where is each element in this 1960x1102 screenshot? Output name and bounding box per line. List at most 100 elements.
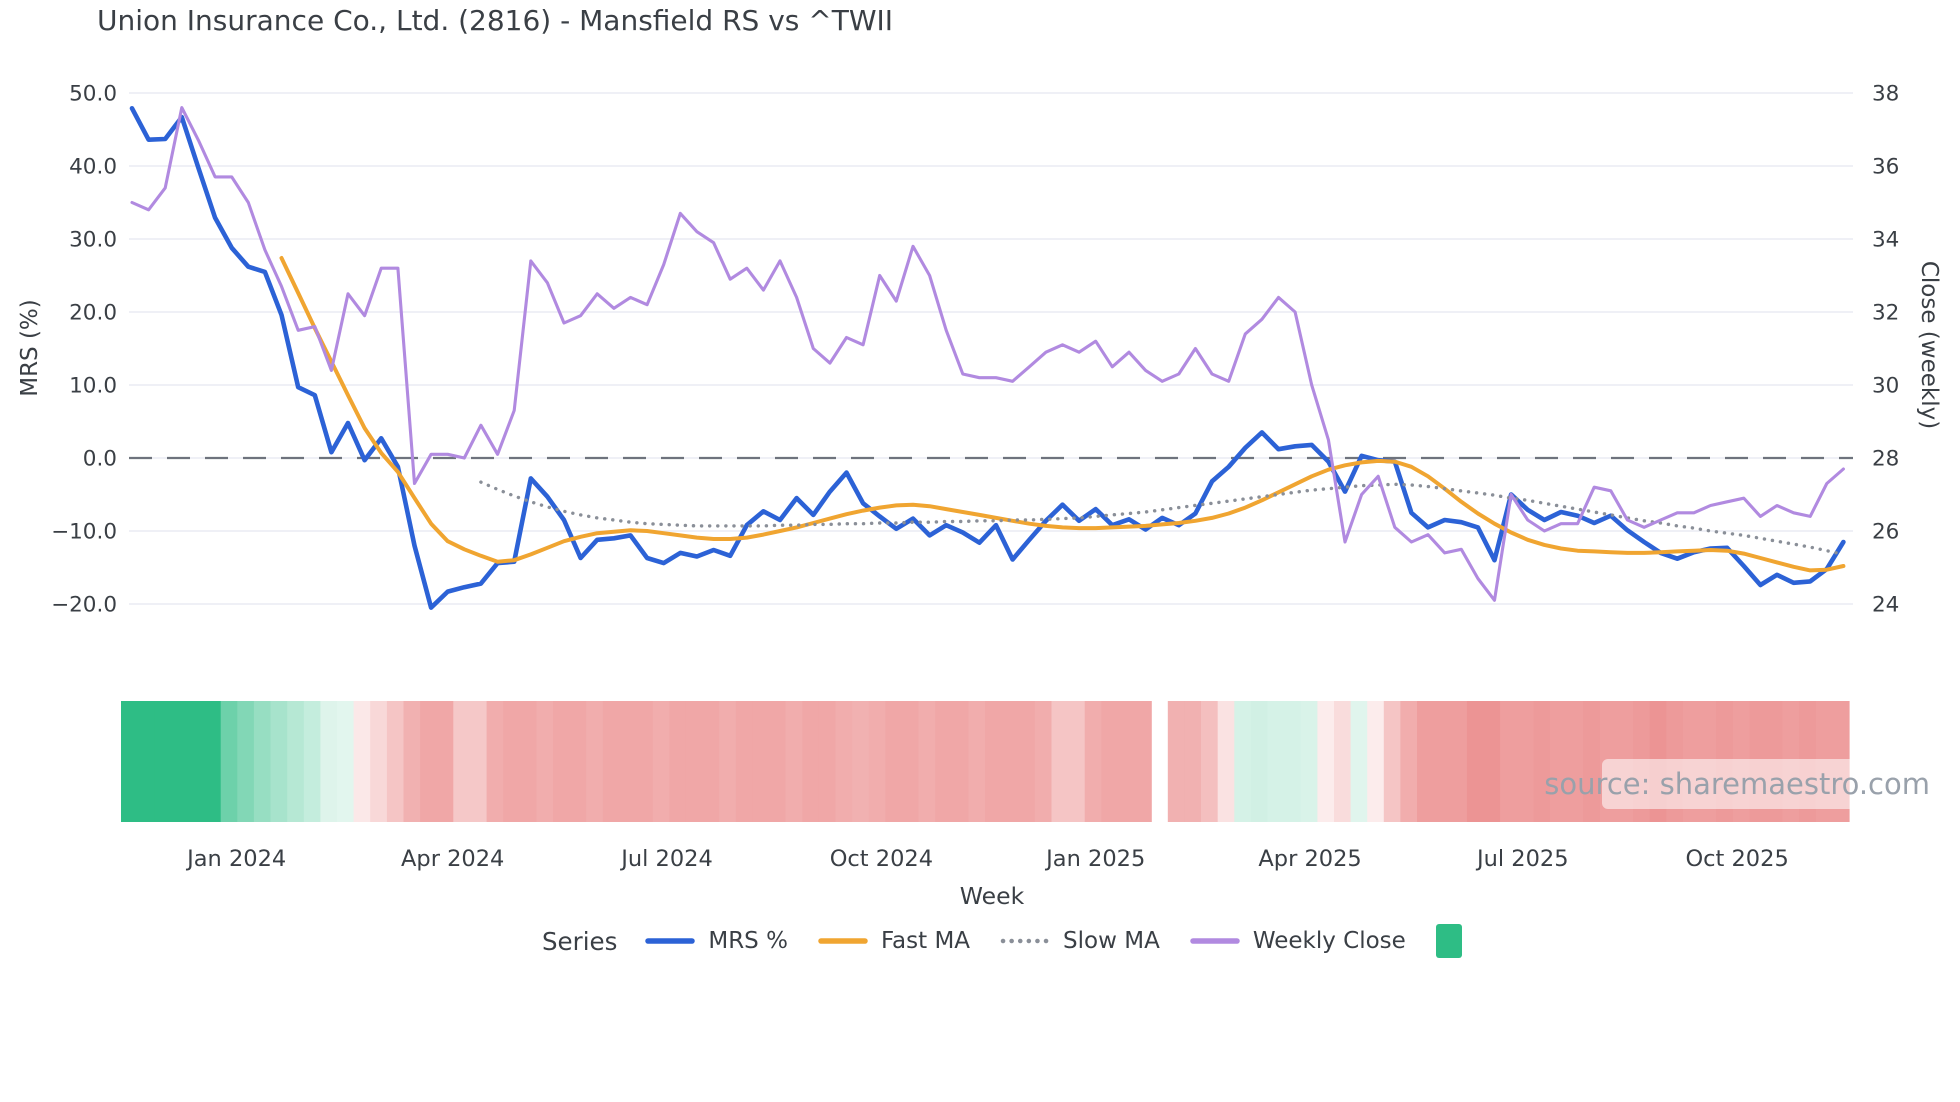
- heatmap-cell: [1001, 701, 1019, 822]
- heatmap-cell: [154, 701, 172, 822]
- heatmap-cell: [968, 701, 986, 822]
- x-tick-label: Jul 2024: [619, 846, 713, 872]
- heatmap-cell: [1018, 701, 1036, 822]
- page-title: Union Insurance Co., Ltd. (2816) - Mansf…: [97, 4, 894, 37]
- heatmap-cell: [1118, 701, 1136, 822]
- y-tick-label-right: 30: [1872, 374, 1899, 399]
- heatmap-cell: [420, 701, 438, 822]
- y-tick-label-right: 26: [1872, 520, 1899, 545]
- heatmap-cell: [835, 701, 853, 822]
- x-tick-label: Jan 2024: [185, 846, 286, 872]
- heatmap-cell: [985, 701, 1003, 822]
- x-axis-title: Week: [959, 882, 1025, 910]
- legend-label: Slow MA: [1063, 928, 1160, 954]
- y-tick-label-right: 36: [1872, 155, 1899, 180]
- heatmap-cell: [602, 701, 621, 822]
- y-tick-label-left: 10.0: [69, 374, 117, 399]
- series-line-mrs-: [129, 106, 1846, 610]
- y-tick-label-left: −20.0: [51, 593, 117, 618]
- legend-swatch-line-icon: [1190, 938, 1240, 944]
- heatmap-cell: [1167, 701, 1185, 822]
- x-tick-label: Jul 2025: [1475, 846, 1569, 872]
- heatmap-cell: [370, 701, 388, 822]
- heatmap-cell: [1234, 701, 1252, 822]
- legend-swatch-square-icon: [1435, 924, 1462, 958]
- heatmap-cell: [1516, 701, 1534, 822]
- y-tick-label-right: 32: [1872, 301, 1899, 326]
- legend-item-weekly-close: Weekly Close: [1190, 928, 1406, 954]
- x-tick-label: Apr 2024: [401, 846, 504, 872]
- heatmap-cell: [1466, 701, 1485, 822]
- heatmap-cell: [1334, 701, 1352, 822]
- heatmap-cell: [652, 701, 670, 822]
- legend-label: Weekly Close: [1252, 928, 1406, 954]
- heatmap-cell: [935, 701, 953, 822]
- heatmap-cell: [669, 701, 687, 822]
- heatmap-cell: [1417, 701, 1435, 822]
- source-watermark: source: sharemaestro.com: [1544, 759, 1934, 809]
- y-tick-label-left: 0.0: [83, 447, 117, 472]
- heatmap-cell: [1184, 701, 1202, 822]
- legend-item-fast-ma: Fast MA: [818, 928, 970, 954]
- heatmap-cell: [1350, 701, 1368, 822]
- x-tick-label: Jan 2025: [1044, 846, 1145, 872]
- heatmap-cell: [553, 701, 571, 822]
- heatmap-cell: [503, 701, 521, 822]
- heatmap-cell: [785, 701, 803, 822]
- heatmap-cell: [287, 701, 305, 822]
- heatmap-cell: [137, 701, 155, 822]
- heatmap-cell: [1450, 701, 1468, 822]
- y-tick-label-right: 38: [1872, 82, 1899, 107]
- heatmap-cell: [1500, 701, 1518, 822]
- heatmap-cell: [1483, 701, 1501, 822]
- heatmap-cell: [270, 701, 288, 822]
- heatmap-cell: [187, 701, 205, 822]
- y-tick-label-left: 50.0: [69, 82, 117, 107]
- x-tick-label: Oct 2025: [1685, 846, 1788, 872]
- heatmap-cell: [1250, 701, 1269, 822]
- heatmap-cell: [337, 701, 355, 822]
- heatmap-cell: [1068, 701, 1086, 822]
- heatmap-cell: [403, 701, 421, 822]
- x-tick-label: Apr 2025: [1258, 846, 1361, 872]
- legend-swatch-line-icon: [645, 938, 696, 944]
- heatmap-cell: [486, 701, 504, 822]
- series-line-weekly-close: [130, 106, 1845, 602]
- heatmap-cell: [1284, 701, 1302, 822]
- heatmap-cell: [1300, 701, 1318, 822]
- heatmap-cell: [1533, 701, 1551, 822]
- heatmap-cell: [818, 701, 837, 822]
- heatmap-cell: [1367, 701, 1385, 822]
- y-tick-label-left: 30.0: [69, 228, 117, 253]
- heatmap-cell: [769, 701, 787, 822]
- heatmap-cell: [1034, 701, 1053, 822]
- heatmap-cell: [1101, 701, 1119, 822]
- legend-item-mrs-: MRS %: [645, 928, 788, 954]
- heatmap-cell: [204, 701, 222, 822]
- heatmap-cell: [237, 701, 255, 822]
- y-tick-label-right: 34: [1872, 228, 1899, 253]
- heatmap-cell: [536, 701, 554, 822]
- y-tick-label-right: 24: [1872, 593, 1899, 618]
- heatmap-cell: [586, 701, 604, 822]
- heatmap-cell: [519, 701, 537, 822]
- y-axis-title-left: MRS (%): [17, 299, 43, 397]
- y-tick-label-left: 20.0: [69, 301, 117, 326]
- heatmap-cell: [220, 701, 238, 822]
- heatmap-cell: [685, 701, 704, 822]
- heatmap-cell: [702, 701, 720, 822]
- legend-label: Fast MA: [880, 928, 971, 954]
- source-watermark-text: source: sharemaestro.com: [1544, 767, 1930, 801]
- heatmap-cell: [885, 701, 903, 822]
- heatmap-cell: [1084, 701, 1102, 822]
- heatmap-cell: [1051, 701, 1069, 822]
- heatmap-cell: [1383, 701, 1401, 822]
- heatmap-cell: [1267, 701, 1285, 822]
- heatmap-cell: [951, 701, 969, 822]
- heatmap-cell: [253, 701, 272, 822]
- heatmap-cell: [1317, 701, 1335, 822]
- heatmap-cell: [735, 701, 753, 822]
- heatmap-cell: [1134, 701, 1152, 822]
